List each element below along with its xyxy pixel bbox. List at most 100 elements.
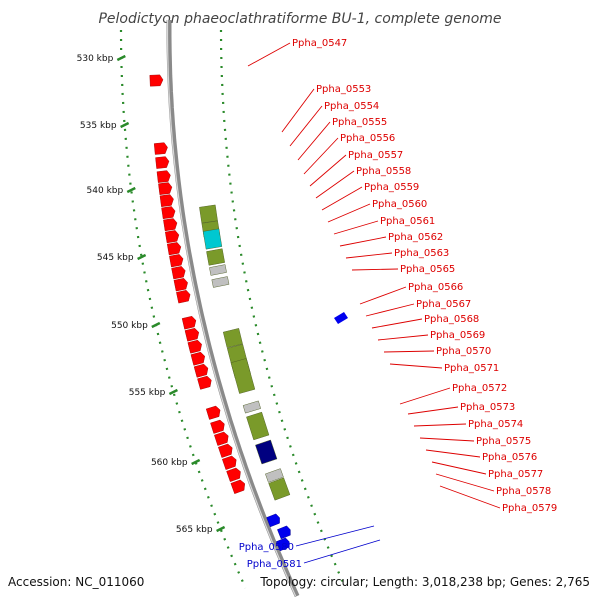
reverse-gene-label: Ppha_0581: [247, 559, 302, 570]
tick-label: 535 kbp: [80, 121, 117, 131]
forward-leader-line: [309, 154, 347, 187]
feature-block: [230, 358, 256, 394]
forward-leader-line: [351, 268, 399, 271]
forward-gene-label: Ppha_0553: [316, 84, 371, 95]
reverse-gene-arrow: [277, 525, 291, 540]
forward-gene-arrow: [161, 206, 176, 220]
forward-gene-label: Ppha_0575: [476, 436, 531, 447]
tick-label: 530 kbp: [77, 54, 114, 64]
gene-layer: [149, 74, 348, 552]
accession-text: Accession: NC_011060: [8, 575, 144, 589]
forward-gene-arrow: [158, 182, 173, 195]
map-title: Pelodictyon phaeoclathratiforme BU-1, co…: [98, 11, 501, 27]
feature-block: [265, 468, 284, 483]
feature-block: [211, 276, 230, 288]
forward-gene-label: Ppha_0556: [340, 133, 395, 144]
genome-summary-text: Topology: circular; Length: 3,018,238 bp…: [259, 575, 590, 589]
tick-mark: [216, 525, 226, 533]
feature-block: [206, 248, 225, 266]
tick-mark: [116, 54, 126, 62]
tick-layer: 530 kbp 535 kbp 540 kbp 545 kbp 550 kbp 555 k…: [77, 30, 347, 589]
forward-leader-line: [439, 485, 501, 509]
tick-label: 540 kbp: [87, 186, 124, 196]
reverse-gene-arrow: [334, 312, 348, 324]
forward-gene-arrow: [197, 375, 212, 390]
tick-mark: [151, 321, 161, 329]
tick-mark: [137, 253, 147, 261]
forward-leader-line: [333, 220, 379, 235]
forward-gene-label: Ppha_0570: [436, 346, 491, 357]
forward-gene-label: Ppha_0579: [502, 503, 557, 514]
forward-gene-arrow: [187, 339, 202, 354]
forward-gene-label: Ppha_0567: [416, 299, 471, 310]
forward-gene-label: Ppha_0571: [444, 363, 499, 374]
forward-gene-label: Ppha_0565: [400, 264, 455, 275]
forward-leader-line: [327, 203, 371, 223]
forward-gene-label: Ppha_0573: [460, 402, 515, 413]
feature-block: [199, 204, 218, 224]
forward-gene-label: Ppha_0555: [332, 117, 387, 128]
reverse-gene-arrow: [266, 513, 280, 528]
feature-block: [202, 228, 223, 250]
backbone-layer: [166, 20, 300, 598]
forward-gene-label: Ppha_0569: [430, 330, 485, 341]
forward-gene-arrow: [155, 156, 170, 169]
forward-gene-arrow: [166, 242, 182, 256]
tick-label: 550 kbp: [111, 321, 148, 331]
left-tick-rail: [119, 30, 247, 589]
tick-label: 555 kbp: [129, 388, 166, 398]
forward-leader-line: [281, 88, 315, 133]
forward-gene-arrow: [181, 316, 197, 330]
forward-leader-line: [315, 170, 355, 199]
label-layer: Ppha_0547 Ppha_0553 Ppha_0554 Ppha_0555 Ppha…: [239, 38, 558, 570]
forward-gene-arrow: [165, 230, 180, 244]
reverse-leader-line: [295, 525, 375, 547]
forward-leader-line: [407, 406, 459, 415]
forward-leader-line: [431, 461, 487, 475]
forward-gene-label: Ppha_0554: [324, 101, 379, 112]
tick-mark: [191, 458, 201, 466]
forward-leader-line: [289, 105, 323, 147]
forward-gene-label: Ppha_0547: [292, 38, 347, 49]
forward-leader-line: [321, 186, 363, 211]
forward-gene-arrow: [226, 467, 241, 482]
feature-block: [242, 400, 261, 414]
forward-gene-arrow: [205, 405, 221, 420]
forward-gene-arrow: [176, 290, 191, 304]
backbone-highlight: [166, 20, 297, 597]
forward-gene-label: Ppha_0577: [488, 469, 543, 480]
feature-layer: [199, 204, 291, 501]
forward-gene-arrow: [193, 363, 209, 378]
forward-gene-label: Ppha_0557: [348, 150, 403, 161]
tick-label: 565 kbp: [176, 525, 213, 535]
reverse-gene-label: Ppha_0580: [239, 542, 294, 553]
forward-gene-arrow: [153, 142, 168, 155]
forward-leader-line: [377, 334, 429, 341]
forward-gene-arrow: [222, 455, 237, 470]
backbone-arc: [166, 20, 300, 598]
tick-label: 560 kbp: [151, 458, 188, 468]
forward-leader-line: [339, 236, 387, 247]
forward-gene-label: Ppha_0562: [388, 232, 443, 243]
forward-leader-line: [365, 303, 415, 317]
forward-gene-label: Ppha_0572: [452, 383, 507, 394]
forward-gene-label: Ppha_0558: [356, 166, 411, 177]
forward-gene-arrow: [169, 254, 184, 268]
feature-block: [268, 477, 291, 501]
forward-gene-arrow: [214, 431, 229, 446]
forward-gene-arrow: [149, 74, 164, 87]
forward-gene-arrow: [156, 170, 171, 183]
forward-gene-label: Ppha_0560: [372, 199, 427, 210]
forward-leader-line: [435, 473, 495, 492]
tick-label: 545 kbp: [97, 253, 134, 263]
forward-gene-label: Ppha_0559: [364, 182, 419, 193]
feature-block: [209, 264, 227, 276]
forward-gene-label: Ppha_0568: [424, 314, 479, 325]
forward-gene-arrow: [210, 419, 225, 434]
forward-leader-line: [345, 252, 393, 259]
right-tick-rail: [219, 30, 347, 589]
forward-gene-label: Ppha_0578: [496, 486, 551, 497]
tick-mark: [120, 121, 130, 129]
